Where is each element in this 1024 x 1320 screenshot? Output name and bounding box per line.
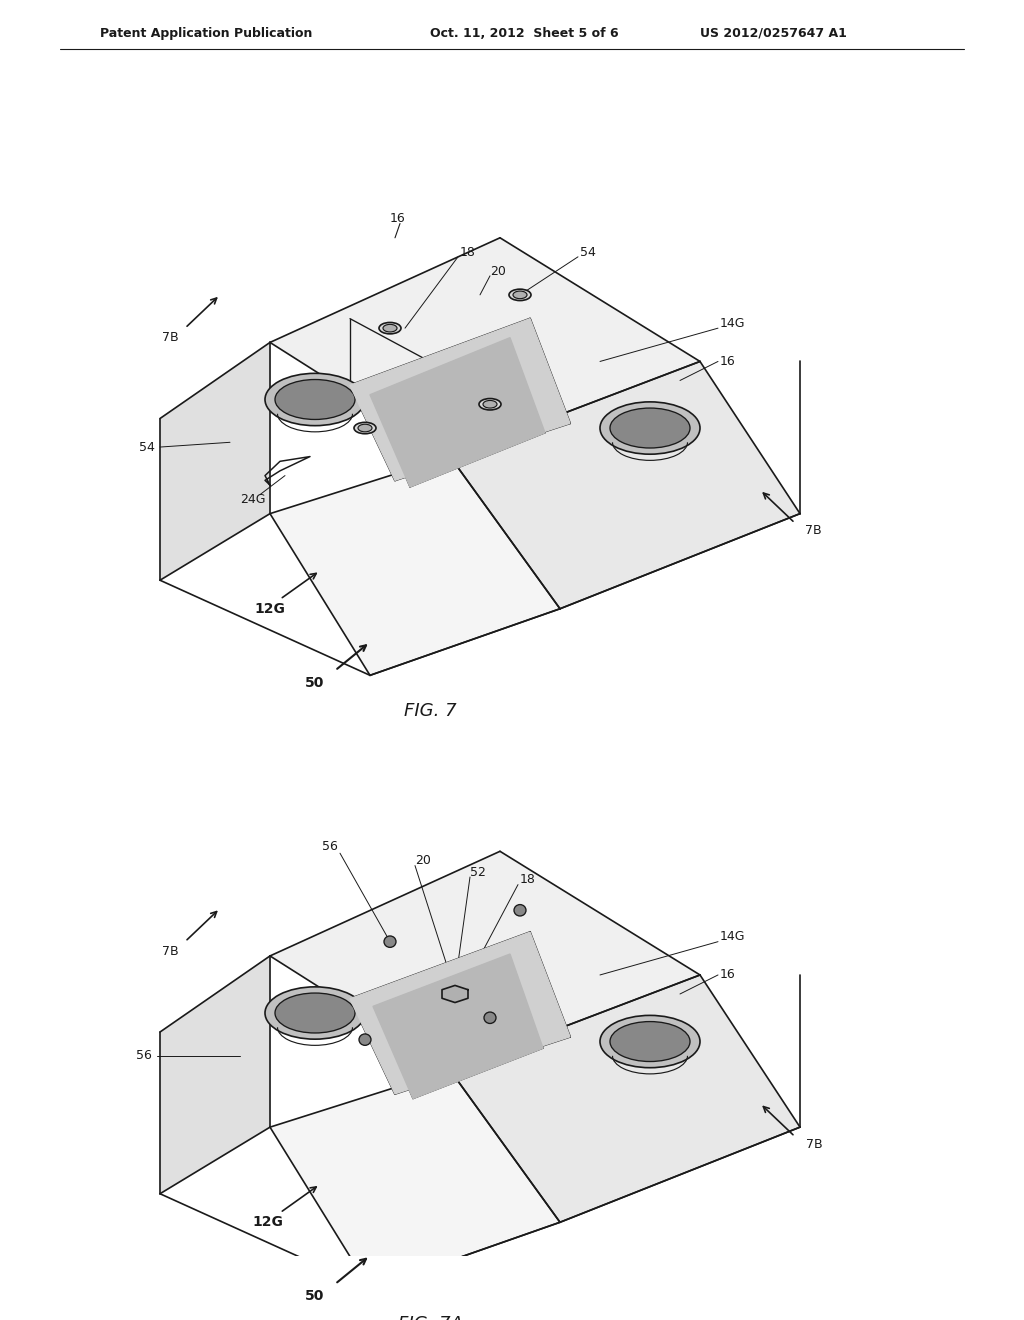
Ellipse shape: [383, 325, 397, 331]
Ellipse shape: [265, 987, 365, 1039]
Text: 7B: 7B: [806, 1138, 822, 1151]
Text: 50: 50: [305, 1290, 325, 1303]
Ellipse shape: [483, 400, 497, 408]
Text: 20: 20: [415, 854, 431, 867]
Text: 24G: 24G: [240, 492, 265, 506]
Ellipse shape: [600, 1015, 700, 1068]
Polygon shape: [270, 1071, 560, 1288]
Polygon shape: [370, 338, 545, 487]
Text: 12G: 12G: [255, 602, 286, 615]
Text: 56: 56: [323, 840, 338, 853]
Polygon shape: [160, 342, 270, 581]
Polygon shape: [160, 956, 270, 1193]
Circle shape: [384, 936, 396, 948]
Ellipse shape: [509, 289, 531, 301]
Text: US 2012/0257647 A1: US 2012/0257647 A1: [700, 26, 847, 40]
Text: 56: 56: [136, 1049, 152, 1063]
Polygon shape: [270, 238, 700, 457]
Polygon shape: [270, 457, 560, 676]
Text: 20: 20: [490, 264, 506, 277]
Ellipse shape: [275, 380, 355, 420]
Text: 16: 16: [390, 213, 406, 226]
Text: 14G: 14G: [720, 317, 745, 330]
Ellipse shape: [358, 424, 372, 432]
Text: 50: 50: [305, 676, 325, 690]
Ellipse shape: [479, 399, 501, 411]
Polygon shape: [270, 851, 700, 1071]
Text: 16: 16: [720, 355, 736, 368]
Polygon shape: [350, 932, 570, 1094]
Ellipse shape: [379, 322, 401, 334]
Ellipse shape: [610, 408, 690, 447]
Text: 12G: 12G: [253, 1216, 284, 1229]
Text: FIG. 7A: FIG. 7A: [397, 1315, 463, 1320]
Circle shape: [484, 1012, 496, 1023]
Polygon shape: [442, 986, 468, 1003]
Text: 7B: 7B: [805, 524, 821, 537]
Text: FIG. 7: FIG. 7: [403, 701, 457, 719]
Text: 16: 16: [720, 969, 736, 982]
Text: 7B: 7B: [162, 945, 178, 958]
Text: 7B: 7B: [162, 331, 178, 345]
Text: 18: 18: [460, 246, 476, 259]
Ellipse shape: [600, 401, 700, 454]
Text: 14G: 14G: [720, 931, 745, 944]
Ellipse shape: [513, 292, 527, 298]
Text: 54: 54: [139, 441, 155, 454]
Ellipse shape: [275, 993, 355, 1034]
Text: 18: 18: [520, 874, 536, 886]
Polygon shape: [350, 318, 570, 480]
Ellipse shape: [610, 1022, 690, 1061]
Polygon shape: [450, 362, 800, 609]
Ellipse shape: [354, 422, 376, 434]
Circle shape: [514, 904, 526, 916]
Text: 54: 54: [580, 246, 596, 259]
Text: Oct. 11, 2012  Sheet 5 of 6: Oct. 11, 2012 Sheet 5 of 6: [430, 26, 618, 40]
Text: 52: 52: [470, 866, 485, 879]
Polygon shape: [373, 954, 543, 1098]
Text: Patent Application Publication: Patent Application Publication: [100, 26, 312, 40]
Polygon shape: [450, 975, 800, 1222]
Circle shape: [359, 1034, 371, 1045]
Ellipse shape: [265, 374, 365, 425]
